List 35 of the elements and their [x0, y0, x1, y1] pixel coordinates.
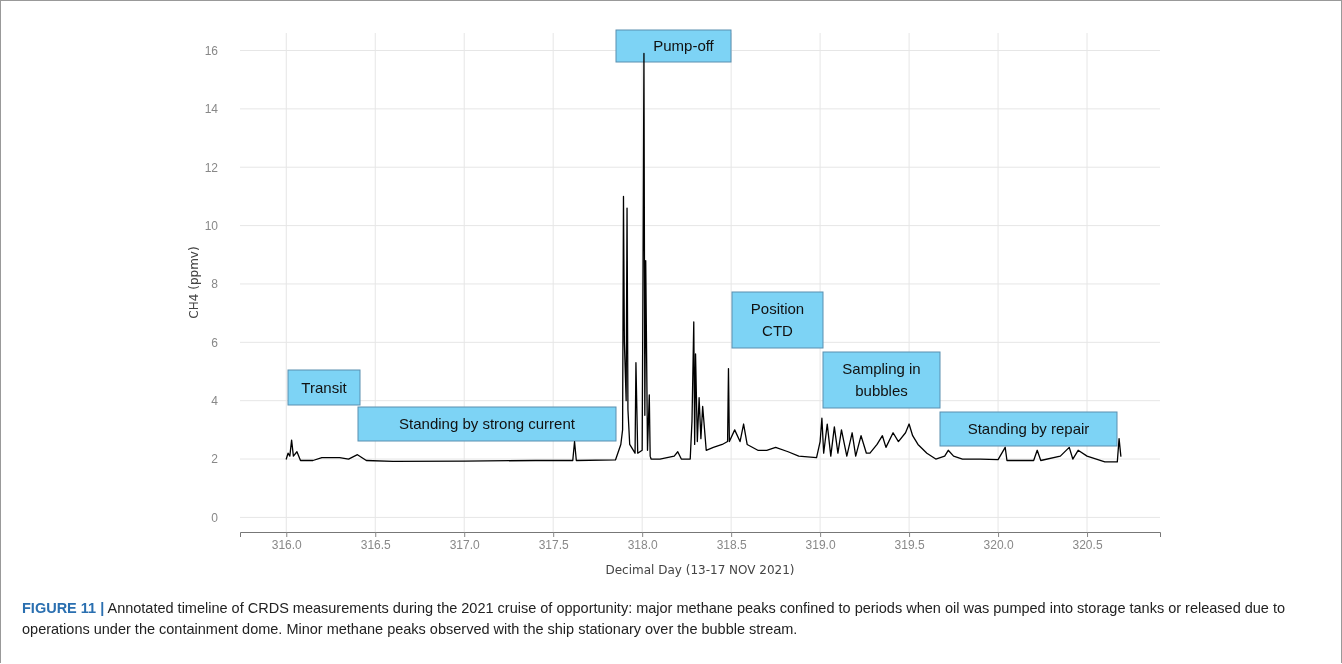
- x-tick-label: 319.5: [894, 537, 925, 552]
- callout-box: Transit: [287, 369, 361, 406]
- x-tick-label: 320.5: [1072, 537, 1103, 552]
- line-series: [285, 52, 1122, 463]
- callout-box: Position CTD: [731, 291, 824, 349]
- x-tick-label: 316.0: [271, 537, 303, 552]
- annotation: Transit: [301, 378, 348, 396]
- callout-box: Standing by strong current: [357, 406, 617, 442]
- annotation: Standing by strong current: [399, 415, 576, 432]
- callout-box: Pump-off: [615, 29, 732, 63]
- x-tick-label: 320.0: [983, 537, 1014, 552]
- annotation: Standing by repair: [967, 420, 1090, 437]
- x-tick-label: 318.5: [716, 537, 747, 552]
- x-tick-label: 316.5: [360, 537, 392, 552]
- x-tick-label: 317.0: [449, 537, 481, 552]
- x-tick-label: 318.0: [627, 537, 659, 552]
- y-axis-title: CH4 (ppmv): [187, 246, 201, 319]
- x-tick-label: 319.0: [805, 537, 836, 552]
- callout-box: Standing by repair: [939, 411, 1118, 447]
- y-tick-label: 2: [211, 452, 219, 467]
- y-tick-label: 10: [204, 218, 219, 233]
- callout-box: Sampling in bubbles: [822, 351, 941, 409]
- y-tick-label: 4: [211, 394, 219, 409]
- y-tick-label: 14: [204, 102, 219, 117]
- annotation: Position CTD: [750, 300, 805, 339]
- y-tick-label: 16: [204, 43, 219, 58]
- x-tick-label: 317.5: [538, 537, 570, 552]
- caption: FIGURE 11 | Annotated timeline of CRDS measurements during the 2021 cruise of opportunity: major methane peaks confined to periods when oil was pumped into storage tanks or released due to operations under the containment dome. Minor methane peaks observed with the ship stationary over the bubble stream.: [22, 599, 1287, 639]
- annotation: Sampling in bubbles: [842, 360, 921, 399]
- y-tick-label: 0: [211, 510, 219, 525]
- annotation: Pump-off: [653, 37, 715, 54]
- y-tick-label: 12: [204, 160, 219, 175]
- x-axis-title: Decimal Day (13-17 NOV 2021): [605, 563, 795, 577]
- y-tick-label: 6: [211, 335, 219, 350]
- y-tick-label: 8: [211, 277, 219, 292]
